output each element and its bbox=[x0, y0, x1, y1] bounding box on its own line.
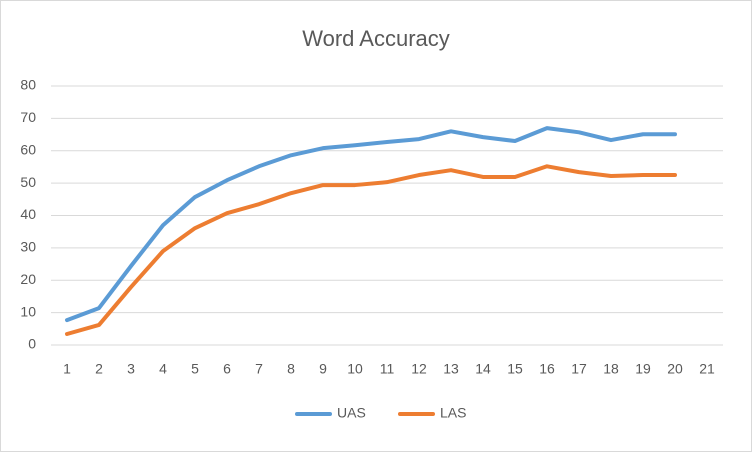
x-tick-label: 14 bbox=[475, 361, 491, 377]
y-tick-label: 30 bbox=[20, 239, 36, 255]
chart-title: Word Accuracy bbox=[302, 26, 450, 51]
x-tick-label: 11 bbox=[380, 361, 395, 377]
x-tick-label: 21 bbox=[699, 361, 715, 377]
legend-label: UAS bbox=[337, 405, 366, 421]
x-tick-label: 10 bbox=[347, 361, 363, 377]
y-tick-label: 60 bbox=[20, 141, 36, 157]
y-tick-label: 70 bbox=[20, 109, 36, 125]
x-tick-label: 3 bbox=[127, 361, 135, 377]
x-tick-label: 9 bbox=[319, 361, 327, 377]
x-tick-label: 16 bbox=[539, 361, 555, 377]
y-tick-label: 0 bbox=[28, 336, 36, 352]
x-tick-label: 18 bbox=[603, 361, 619, 377]
x-tick-label: 8 bbox=[287, 361, 295, 377]
x-tick-label: 20 bbox=[667, 361, 683, 377]
x-tick-label: 13 bbox=[443, 361, 459, 377]
x-tick-label: 12 bbox=[411, 361, 427, 377]
series-line bbox=[65, 164, 677, 336]
y-tick-label: 50 bbox=[20, 174, 36, 190]
x-tick-label: 19 bbox=[635, 361, 651, 377]
x-tick-label: 15 bbox=[507, 361, 523, 377]
x-tick-label: 1 bbox=[63, 361, 71, 377]
x-tick-label: 6 bbox=[223, 361, 231, 377]
x-tick-label: 5 bbox=[191, 361, 199, 377]
y-tick-label: 10 bbox=[20, 303, 36, 319]
y-tick-label: 20 bbox=[20, 271, 36, 287]
legend-label: LAS bbox=[440, 405, 466, 421]
x-tick-label: 2 bbox=[95, 361, 103, 377]
y-tick-label: 40 bbox=[20, 206, 36, 222]
x-tick-label: 4 bbox=[159, 361, 167, 377]
series-line bbox=[65, 126, 677, 323]
x-tick-label: 7 bbox=[255, 361, 263, 377]
y-tick-label: 80 bbox=[20, 77, 36, 93]
x-tick-label: 17 bbox=[571, 361, 587, 377]
